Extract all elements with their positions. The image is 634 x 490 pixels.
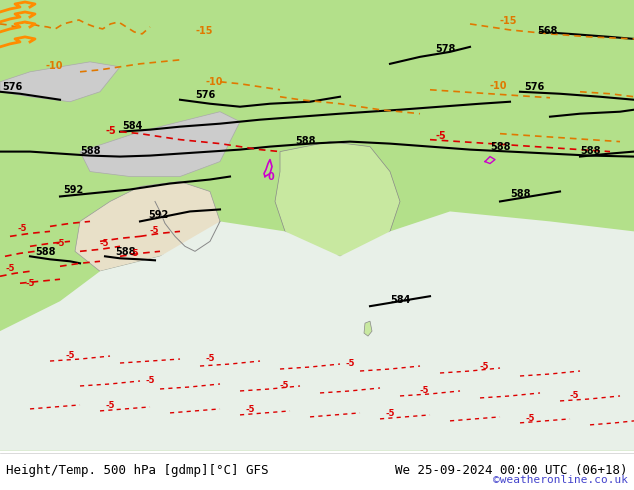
Text: 588: 588 [35,247,56,257]
Text: -5: -5 [105,401,115,410]
Text: 588: 588 [295,136,316,146]
Text: -5: -5 [205,354,214,363]
Polygon shape [0,212,634,451]
Text: -5: -5 [55,239,65,248]
Text: 588: 588 [115,247,136,257]
Text: 578: 578 [435,44,455,54]
Text: -5: -5 [65,351,75,360]
Text: -5: -5 [385,409,394,418]
Text: -5: -5 [150,226,160,235]
Text: -5: -5 [435,131,446,141]
Text: -5: -5 [480,362,489,371]
Text: -5: -5 [280,381,290,390]
Text: ©weatheronline.co.uk: ©weatheronline.co.uk [493,475,628,485]
Text: -5: -5 [130,249,139,258]
Polygon shape [0,0,634,451]
Text: 576: 576 [2,82,22,92]
Text: -5: -5 [145,376,155,385]
Text: -10: -10 [490,81,507,91]
Text: -5: -5 [18,224,27,233]
Polygon shape [80,112,240,176]
Text: 588: 588 [80,146,101,156]
Text: -5: -5 [570,391,579,400]
Text: 588: 588 [490,142,510,151]
Text: -10: -10 [205,77,223,87]
Polygon shape [75,181,220,271]
Text: -15: -15 [500,16,517,26]
Text: 576: 576 [195,90,216,100]
Text: -15: -15 [195,26,212,36]
Text: -5: -5 [100,239,110,248]
Text: -10: -10 [45,61,63,71]
Polygon shape [364,321,372,336]
Text: 588: 588 [580,146,600,156]
Polygon shape [275,142,400,256]
Text: Height/Temp. 500 hPa [gdmp][°C] GFS: Height/Temp. 500 hPa [gdmp][°C] GFS [6,464,269,477]
Text: 0: 0 [268,172,275,181]
Text: 568: 568 [537,26,557,36]
Text: We 25-09-2024 00:00 UTC (06+18): We 25-09-2024 00:00 UTC (06+18) [395,464,628,477]
Text: 592: 592 [63,186,83,196]
Text: 576: 576 [524,82,544,92]
Text: 584: 584 [122,121,143,131]
Text: -5: -5 [105,125,116,136]
Text: -5: -5 [5,264,15,273]
Text: 592: 592 [148,210,168,221]
Text: -5: -5 [245,405,254,414]
Text: -5: -5 [525,414,534,423]
Polygon shape [0,62,120,102]
Text: -5: -5 [25,279,34,288]
Text: 588: 588 [510,190,531,199]
Text: -5: -5 [420,386,429,395]
Text: -5: -5 [345,359,354,368]
Text: 584: 584 [390,295,410,305]
